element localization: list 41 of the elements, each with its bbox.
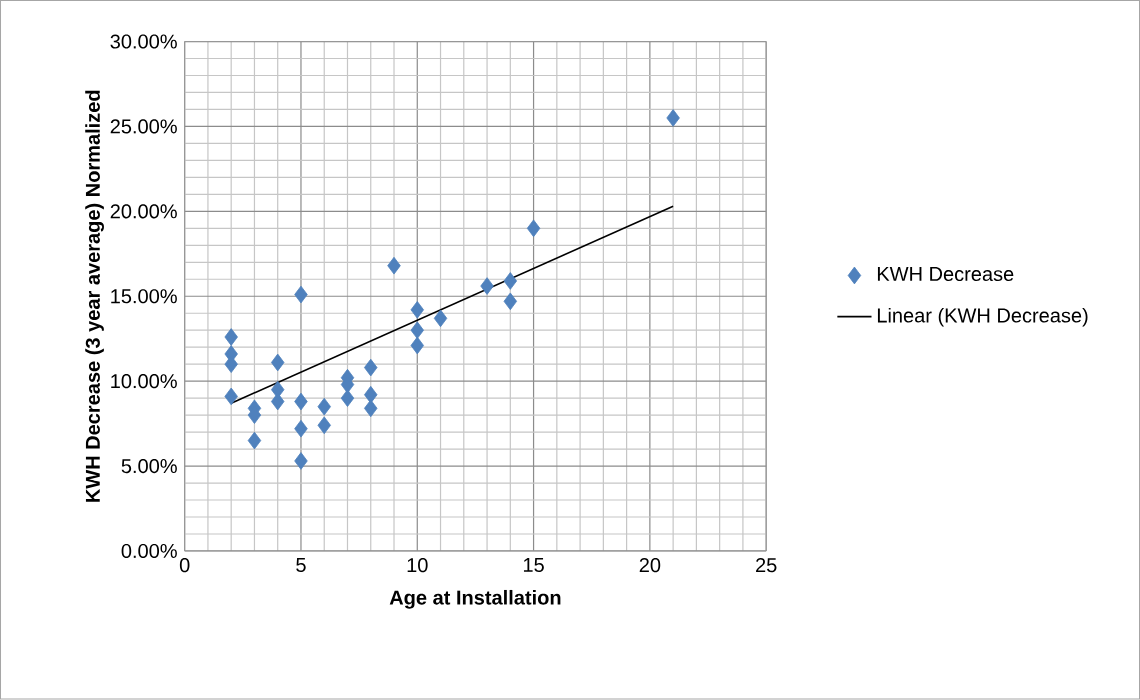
x-tick-label: 25 (756, 558, 777, 573)
y-tick-label: 20.00% (110, 204, 177, 219)
point (410, 321, 424, 340)
y-tick-label: 5.00% (121, 459, 177, 474)
point (294, 285, 308, 304)
point (271, 353, 285, 372)
point (503, 272, 518, 290)
x-tick-label: 5 (296, 558, 306, 573)
point (224, 387, 238, 406)
point (294, 392, 308, 411)
point (294, 452, 308, 470)
point (526, 219, 541, 238)
legend-label: Linear (KWH Decrease) (877, 308, 1088, 327)
y-tick-label: 10.00% (111, 374, 177, 389)
x-axis-title: Age at Installation (389, 590, 561, 609)
y-tick-label: 15.00% (111, 289, 177, 304)
y-tick-label: 25.00% (110, 119, 177, 134)
point (340, 389, 355, 408)
point (364, 358, 378, 377)
point (387, 257, 401, 275)
point (294, 420, 308, 438)
x-tick-label: 0 (179, 558, 190, 573)
point (433, 309, 448, 328)
point (364, 386, 378, 404)
y-tick-label: 30.00% (110, 34, 177, 49)
point (410, 336, 424, 355)
x-tick-label: 20 (639, 558, 661, 573)
point (317, 416, 331, 435)
point (503, 292, 518, 311)
point (480, 277, 494, 296)
point (224, 328, 238, 347)
legend-label: KWH Decrease (877, 267, 1014, 282)
point (364, 399, 378, 418)
point (247, 431, 262, 450)
y-tick-label: 0.00% (121, 544, 177, 559)
x-tick-label: 15 (523, 558, 544, 573)
y-axis-title: KWH Decrease (3 year average) Normalized (85, 90, 104, 503)
x-tick-label: 10 (407, 558, 428, 573)
point (317, 398, 331, 416)
point (410, 301, 424, 319)
point (666, 109, 680, 127)
